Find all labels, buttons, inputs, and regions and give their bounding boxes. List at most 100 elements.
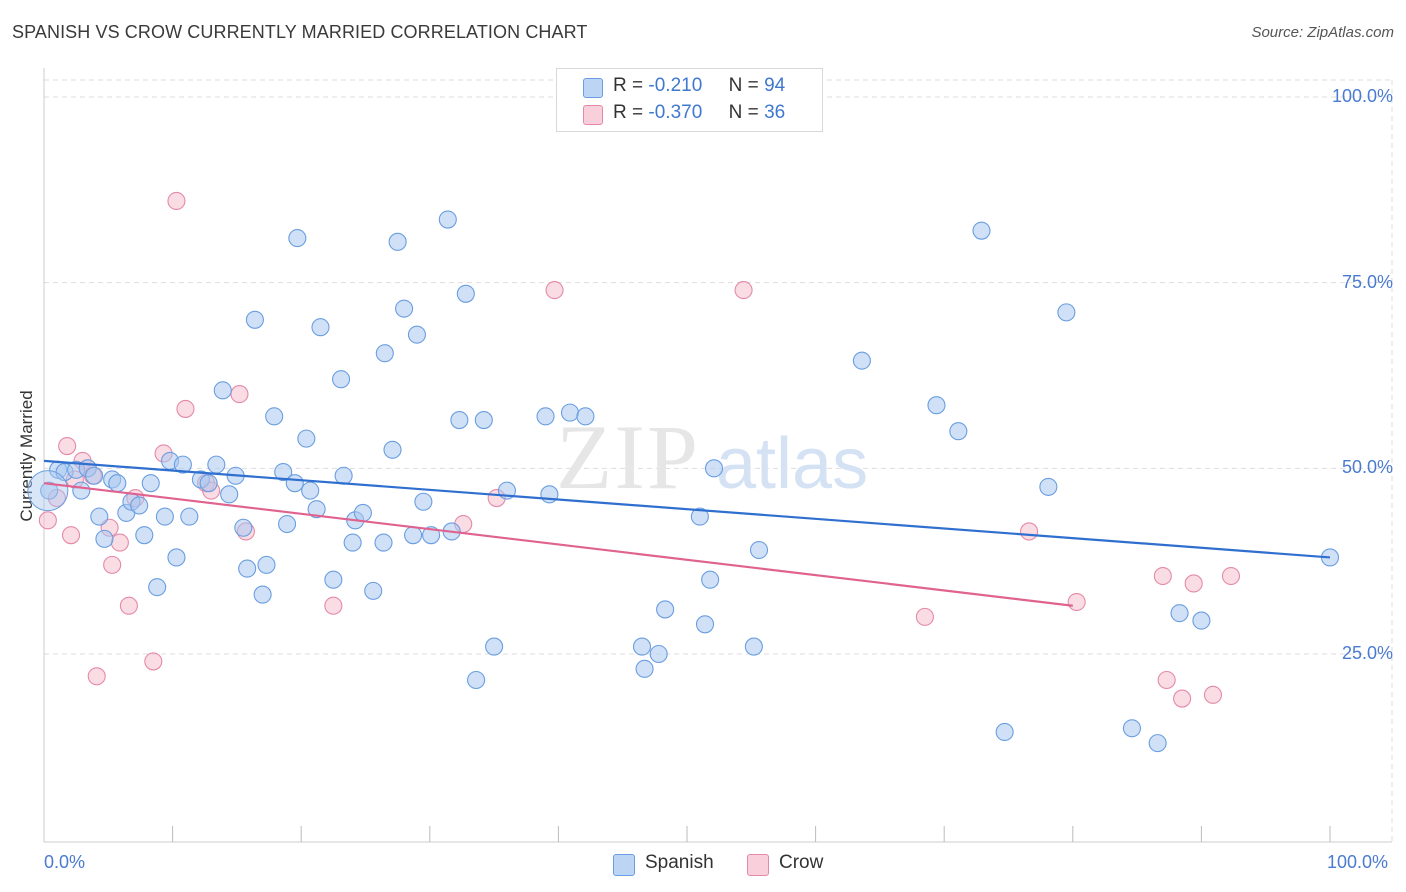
- spanish-point: [690, 507, 709, 526]
- crow-point: [1020, 522, 1039, 541]
- spanish-point: [220, 485, 239, 504]
- legend-swatch-spanish: [613, 854, 635, 876]
- crow-point: [1221, 566, 1241, 586]
- legend-r-label: R =: [613, 75, 644, 96]
- y-tick-label: 75.0%: [1341, 271, 1393, 292]
- crow-point: [167, 191, 186, 211]
- legend-n-value-spanish: 94: [764, 75, 786, 96]
- crow-point: [545, 281, 564, 300]
- spanish-point: [375, 344, 394, 363]
- spanish-point: [395, 299, 414, 318]
- spanish-point: [324, 570, 343, 589]
- spanish-point: [288, 229, 307, 248]
- spanish-point: [297, 429, 316, 448]
- spanish-point: [40, 481, 59, 500]
- crow-point: [144, 652, 163, 671]
- spanish-point: [1057, 303, 1076, 322]
- spanish-point: [353, 503, 372, 522]
- spanish-point: [632, 637, 652, 656]
- trend-lines: [43, 459, 1331, 607]
- spanish-point: [265, 407, 284, 426]
- spanish-point: [257, 555, 276, 574]
- spanish-point: [407, 325, 426, 344]
- x-tick-label-max: 100.0%: [1327, 852, 1389, 872]
- spanish-point: [311, 318, 330, 337]
- spanish-point: [404, 526, 423, 545]
- spanish-point: [135, 526, 154, 545]
- crow-point: [58, 437, 77, 456]
- spanish-point: [467, 670, 486, 690]
- spanish-point: [701, 570, 720, 589]
- spanish-point: [972, 221, 991, 240]
- legend-label-spanish: Spanish: [645, 852, 714, 873]
- spanish-point: [388, 232, 407, 251]
- spanish-point: [27, 470, 69, 512]
- crow-point: [1184, 574, 1203, 593]
- spanish-point: [656, 600, 675, 619]
- spanish-point: [649, 644, 668, 664]
- spanish-point: [635, 659, 654, 678]
- chart-title: SPANISH VS CROW CURRENTLY MARRIED CORREL…: [12, 22, 588, 42]
- legend-swatch-crow: [747, 854, 769, 876]
- spanish-point: [234, 518, 253, 537]
- spanish-point: [438, 210, 457, 229]
- spanish-point: [274, 462, 293, 482]
- spanish-point: [1170, 604, 1189, 623]
- spanish-point: [167, 548, 186, 567]
- series-spanish-points: [27, 210, 1340, 753]
- crow-point: [38, 511, 57, 530]
- legend-swatch-spanish: [583, 78, 603, 98]
- crow-point: [324, 596, 343, 615]
- spanish-point: [238, 559, 257, 578]
- crow-point: [1157, 670, 1176, 690]
- crow-trend-line: [43, 482, 1073, 607]
- legend-swatch-crow: [583, 105, 603, 125]
- spanish-point: [422, 526, 441, 545]
- spanish-point: [95, 529, 114, 548]
- spanish-point: [474, 411, 493, 430]
- crow-point: [1203, 685, 1223, 704]
- spanish-point: [749, 540, 769, 560]
- crow-point: [1173, 689, 1192, 708]
- spanish-point: [301, 481, 320, 500]
- spanish-point: [285, 474, 304, 493]
- spanish-point: [560, 403, 580, 422]
- grid-lines: [44, 79, 1393, 842]
- crow-point: [1153, 566, 1172, 586]
- correlation-legend: R = -0.210 N = 94 R = -0.370 N = 36: [556, 68, 823, 132]
- crow-point: [734, 281, 753, 300]
- spanish-point: [374, 533, 393, 552]
- crow-point: [119, 596, 138, 615]
- crow-point: [230, 385, 249, 404]
- spanish-point: [1122, 719, 1142, 738]
- axes: [43, 68, 1392, 843]
- watermark-atlas: atlas: [716, 424, 868, 504]
- spanish-point: [704, 459, 724, 478]
- spanish-point: [180, 507, 199, 526]
- legend-r-value-spanish: -0.210: [648, 75, 703, 96]
- watermark: ZIP atlas: [556, 406, 868, 508]
- crow-point: [110, 533, 129, 552]
- spanish-point: [155, 507, 174, 526]
- spanish-trend-line: [43, 459, 1331, 559]
- spanish-point: [173, 455, 192, 474]
- spanish-point: [414, 492, 433, 511]
- x-tick-label-min: 0.0%: [44, 852, 86, 872]
- crow-point: [1067, 592, 1086, 612]
- spanish-point: [576, 407, 595, 426]
- spanish-point: [1148, 734, 1167, 753]
- spanish-point: [1192, 611, 1211, 630]
- legend-label-crow: Crow: [779, 852, 824, 873]
- spanish-point: [1039, 477, 1058, 496]
- y-tick-label: 50.0%: [1341, 457, 1393, 478]
- spanish-point: [536, 407, 555, 426]
- spanish-point: [130, 496, 149, 515]
- spanish-point: [213, 381, 232, 400]
- spanish-point: [207, 455, 226, 474]
- legend-r-label: R =: [613, 102, 644, 123]
- spanish-point: [343, 533, 362, 552]
- watermark-zip: ZIP: [556, 406, 700, 508]
- spanish-point: [695, 615, 715, 634]
- spanish-point: [278, 514, 297, 534]
